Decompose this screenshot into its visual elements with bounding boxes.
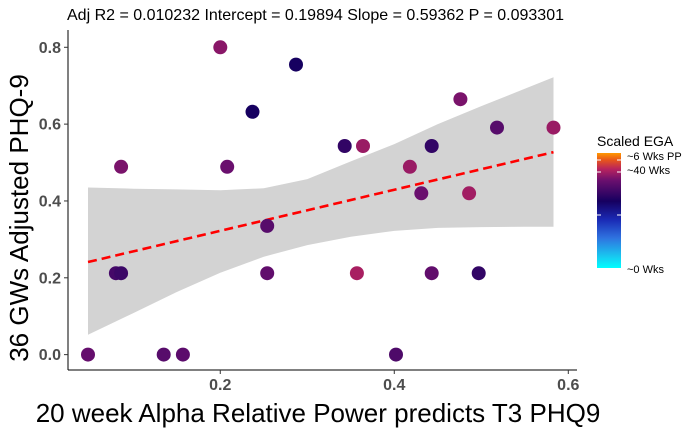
trend-line bbox=[87, 150, 554, 264]
color-legend: Scaled EGA ~6 Wks PP ~40 Wks ~0 Wks bbox=[597, 133, 682, 276]
data-point-7 bbox=[213, 40, 228, 55]
legend-label-6wks-pp: ~6 Wks PP bbox=[627, 151, 682, 163]
legend-title: Scaled EGA bbox=[597, 133, 674, 149]
data-point-24 bbox=[490, 120, 504, 135]
data-points bbox=[81, 40, 561, 362]
data-point-5 bbox=[156, 347, 171, 362]
data-point-14 bbox=[349, 266, 364, 281]
x-tick-label: 0.4 bbox=[383, 377, 405, 394]
data-point-16 bbox=[389, 347, 403, 362]
plot-area bbox=[81, 40, 561, 362]
data-point-17 bbox=[402, 159, 417, 174]
data-point-1 bbox=[81, 347, 95, 362]
data-point-20 bbox=[424, 266, 439, 281]
y-tick-label: 0.0 bbox=[39, 347, 61, 364]
data-point-15 bbox=[356, 139, 370, 153]
legend-label-40wks: ~40 Wks bbox=[627, 165, 671, 177]
x-axis-ticks: 0.2 0.4 0.6 bbox=[209, 370, 580, 394]
data-point-11 bbox=[260, 266, 275, 281]
data-point-22 bbox=[462, 186, 477, 201]
data-point-19 bbox=[424, 139, 439, 153]
chart-title: Adj R2 = 0.010232 Intercept = 0.19894 Sl… bbox=[67, 7, 564, 24]
data-point-21 bbox=[453, 92, 468, 107]
data-point-12 bbox=[289, 57, 303, 72]
data-point-10 bbox=[260, 218, 275, 233]
data-point-4 bbox=[114, 159, 129, 174]
data-point-3 bbox=[114, 266, 129, 281]
data-point-13 bbox=[337, 139, 352, 153]
y-tick-label: 0.8 bbox=[39, 40, 61, 57]
legend-label-0wks: ~0 Wks bbox=[627, 264, 664, 276]
legend-colorbar bbox=[597, 153, 621, 268]
y-tick-label: 0.2 bbox=[39, 270, 61, 287]
data-point-23 bbox=[471, 266, 486, 281]
data-point-18 bbox=[414, 186, 429, 201]
x-tick-label: 0.6 bbox=[557, 377, 579, 394]
data-point-6 bbox=[175, 347, 190, 362]
data-point-9 bbox=[245, 104, 260, 119]
x-axis-title: 20 week Alpha Relative Power predicts T3… bbox=[36, 398, 601, 428]
data-point-25 bbox=[546, 120, 561, 135]
data-point-8 bbox=[220, 159, 235, 174]
y-tick-label: 0.6 bbox=[39, 117, 61, 134]
x-tick-label: 0.2 bbox=[209, 377, 231, 394]
y-tick-label: 0.4 bbox=[39, 193, 61, 210]
y-axis-ticks: 0.0 0.2 0.4 0.6 0.8 bbox=[39, 40, 68, 364]
y-axis-title: 36 GWs Adjusted PHQ-9 bbox=[4, 74, 34, 362]
